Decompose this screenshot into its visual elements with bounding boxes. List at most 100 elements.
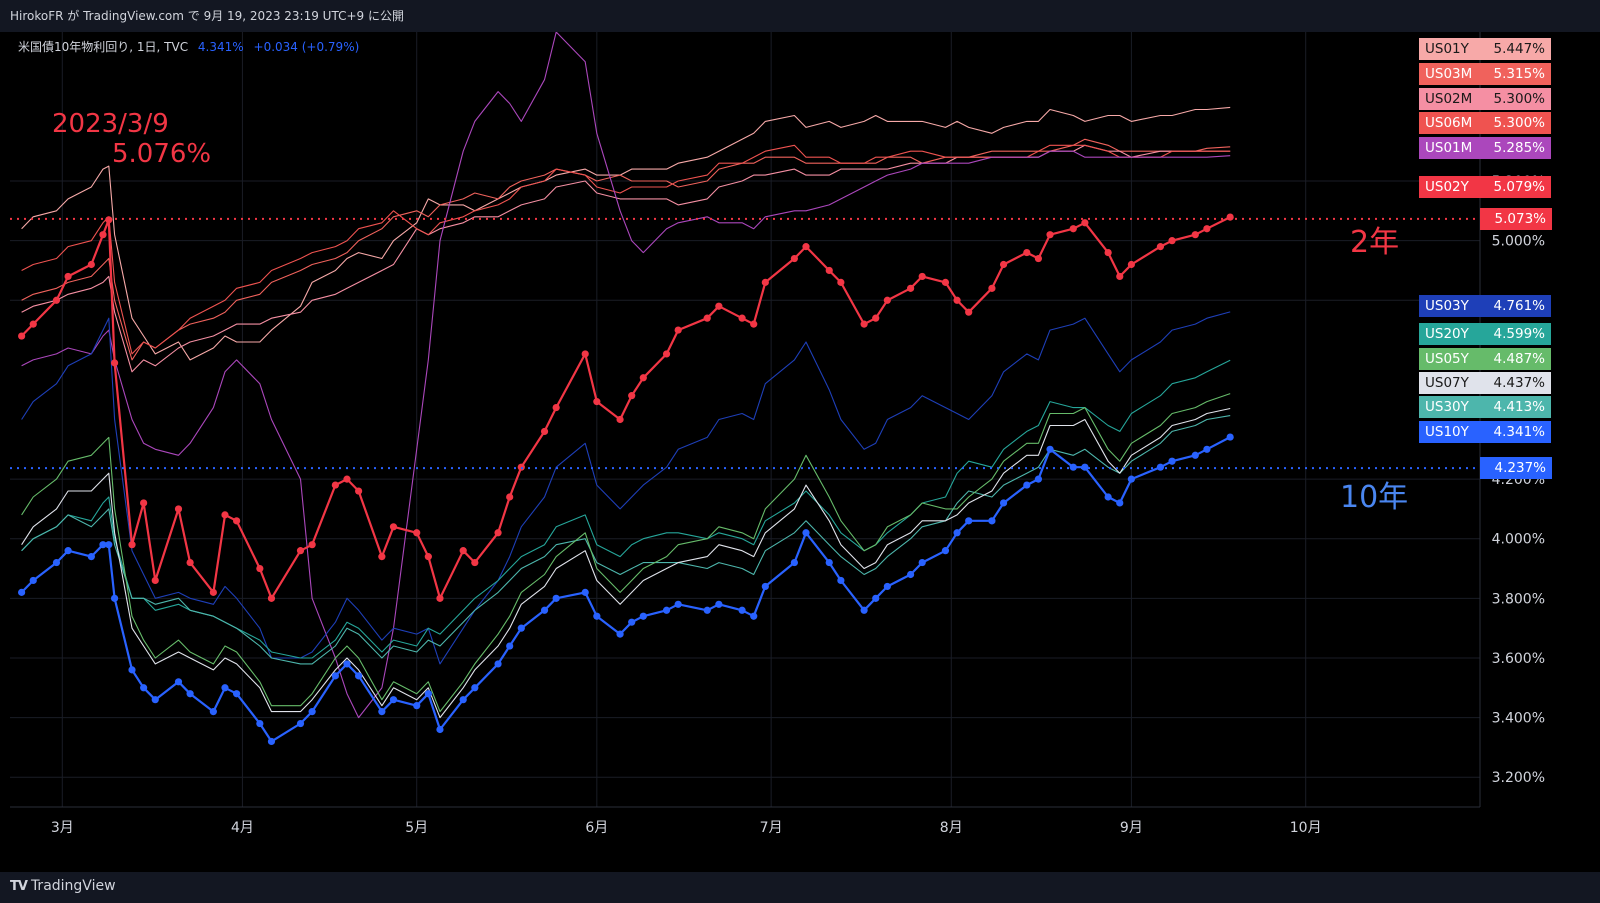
series-line-us03m xyxy=(21,138,1231,361)
symbol-title[interactable]: 米国債10年物利回り, 1日, TVC xyxy=(18,40,189,54)
point-us10y xyxy=(221,684,229,692)
point-us10y xyxy=(540,606,549,614)
point-us10y xyxy=(837,576,845,585)
point-us10y xyxy=(1081,463,1089,471)
point-us10y xyxy=(906,570,915,579)
point-us02y xyxy=(424,553,432,561)
scale-label-value: 5.079% xyxy=(1493,179,1545,195)
point-us10y xyxy=(674,600,682,608)
point-us02y xyxy=(1104,248,1112,257)
point-us10y xyxy=(1127,475,1135,483)
point-us10y xyxy=(378,708,386,716)
scale-label-value: 5.315% xyxy=(1493,66,1545,82)
scale-label-us10y[interactable]: US10Y 4.341% xyxy=(1419,421,1551,443)
series-line-us30y xyxy=(21,415,1231,665)
scale-label-value: 5.300% xyxy=(1493,115,1545,131)
scale-label-us02y[interactable]: US02Y 5.079% xyxy=(1419,176,1551,198)
point-us02y xyxy=(186,558,194,567)
scale-label-value: 4.761% xyxy=(1493,298,1545,314)
point-us10y xyxy=(436,725,444,734)
scale-label-us01m[interactable]: US01M 5.285% xyxy=(1419,137,1551,159)
scale-label-name: US10Y xyxy=(1425,424,1469,440)
point-us02y xyxy=(209,588,217,596)
point-us02y xyxy=(52,296,61,304)
tradingview-logo[interactable]: TV TradingView xyxy=(10,878,116,894)
point-us10y xyxy=(110,594,119,602)
y-tick-label: 3.200% xyxy=(1492,770,1545,786)
scale-label-us30y[interactable]: US30Y 4.413% xyxy=(1419,396,1551,418)
series-line-us06m xyxy=(21,144,1231,355)
point-us02y xyxy=(953,296,961,304)
point-us02y xyxy=(1069,225,1077,233)
scale-label-us07y[interactable]: US07Y 4.437% xyxy=(1419,372,1551,394)
point-us10y xyxy=(593,612,601,620)
point-us10y xyxy=(1203,445,1211,453)
peak-date-annotation: 2023/3/9 xyxy=(52,109,169,139)
point-us02y xyxy=(540,427,549,436)
series-line-us01y xyxy=(21,106,1231,361)
point-us10y xyxy=(506,642,514,650)
point-us10y xyxy=(552,594,560,602)
point-us10y xyxy=(1191,451,1199,459)
point-us02y xyxy=(918,272,926,281)
point-us02y xyxy=(1156,243,1165,251)
point-us02y xyxy=(628,392,636,400)
point-us10y xyxy=(459,696,467,704)
series-line-us10y xyxy=(20,436,1231,743)
scale-label-us01y[interactable]: US01Y 5.447% xyxy=(1419,38,1551,60)
scale-label-us03y[interactable]: US03Y 4.761% xyxy=(1419,295,1551,317)
point-us02y xyxy=(18,332,26,340)
point-us02y xyxy=(64,272,72,281)
tv-mark-icon: TV xyxy=(10,878,28,894)
point-us02y xyxy=(343,475,351,483)
point-us02y xyxy=(941,278,950,286)
point-us02y xyxy=(802,243,810,251)
point-us02y xyxy=(1034,254,1043,263)
header-text: HirokoFR が TradingView.com で 9月 19, 2023… xyxy=(10,9,404,23)
label-10y: 10年 xyxy=(1340,480,1408,515)
scale-label-name: US02Y xyxy=(1425,179,1469,195)
header-bar: HirokoFR が TradingView.com で 9月 19, 2023… xyxy=(0,0,1600,32)
point-us02y xyxy=(99,231,107,239)
scale-label-value: 4.437% xyxy=(1493,375,1545,391)
scale-label-name: US20Y xyxy=(1425,326,1469,342)
point-us02y xyxy=(413,529,421,537)
point-us02y xyxy=(837,278,845,286)
scale-label-us03m[interactable]: US03M 5.315% xyxy=(1419,63,1551,85)
chart-legend[interactable]: 米国債10年物利回り, 1日, TVC 4.341% +0.034 (+0.79… xyxy=(18,38,359,55)
peak-value-annotation: 5.076% xyxy=(112,139,211,169)
point-us10y xyxy=(750,612,758,620)
point-us10y xyxy=(1023,481,1031,489)
point-us02y xyxy=(1168,237,1176,245)
point-us10y xyxy=(186,690,194,698)
point-us10y xyxy=(1046,445,1054,453)
point-us10y xyxy=(308,708,316,716)
point-us10y xyxy=(738,606,746,614)
us10y-line-label: 4.237% xyxy=(1480,457,1552,480)
point-us02y xyxy=(378,553,386,561)
point-us10y xyxy=(941,547,950,555)
point-us02y xyxy=(738,314,746,322)
price-lines xyxy=(10,217,1480,470)
point-us10y xyxy=(988,517,996,525)
point-us02y xyxy=(790,254,798,263)
footer-bar: TV TradingView xyxy=(0,872,1600,903)
point-us02y xyxy=(494,529,502,537)
x-tick-label: 6月 xyxy=(585,820,608,836)
point-us02y xyxy=(506,493,514,501)
price-scale-bg[interactable] xyxy=(1480,32,1600,872)
scale-label-us05y[interactable]: US05Y 4.487% xyxy=(1419,348,1551,370)
point-us02y xyxy=(552,403,560,412)
grid xyxy=(10,32,1480,807)
point-us10y xyxy=(18,588,26,596)
point-us02y xyxy=(581,350,589,358)
point-us02y xyxy=(267,594,276,602)
point-us10y xyxy=(825,558,833,567)
point-us02y xyxy=(140,499,148,507)
scale-label-us06m[interactable]: US06M 5.300% xyxy=(1419,112,1551,134)
scale-label-us20y[interactable]: US20Y 4.599% xyxy=(1419,323,1551,345)
time-scale-bg[interactable] xyxy=(0,807,1600,872)
point-us02y xyxy=(906,284,915,292)
scale-label-us02m[interactable]: US02M 5.300% xyxy=(1419,88,1551,110)
